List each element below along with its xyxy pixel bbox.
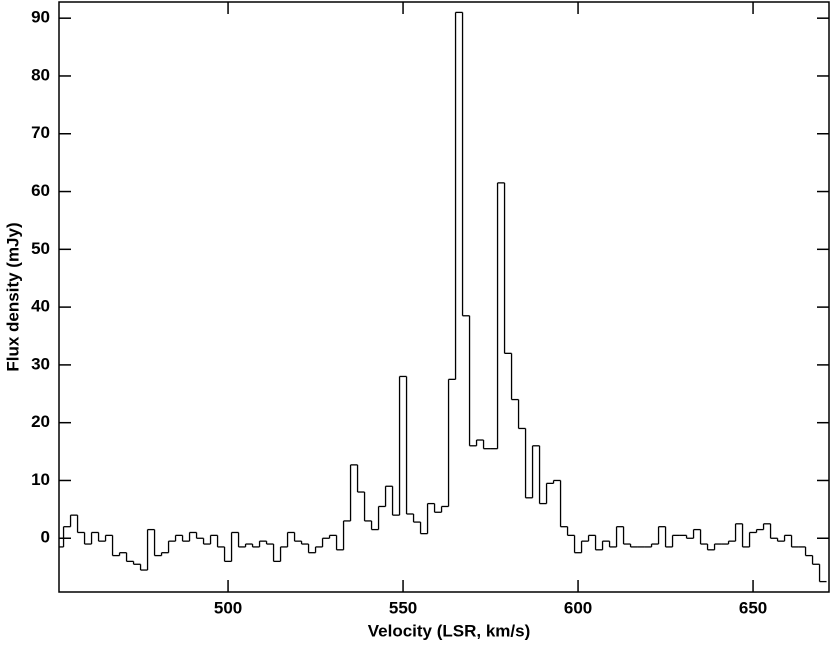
y-tick-label: 50 <box>31 239 50 258</box>
y-tick-label: 70 <box>31 123 50 142</box>
plot-frame <box>58 1 830 593</box>
x-axis-label: Velocity (LSR, km/s) <box>368 621 531 640</box>
y-tick-label: 0 <box>41 528 50 547</box>
x-tick-label: 550 <box>389 598 417 617</box>
y-axis-label: Flux density (mJy) <box>3 222 22 371</box>
y-tick-label: 80 <box>31 65 50 84</box>
y-tick-label: 90 <box>31 8 50 27</box>
y-tick-label: 10 <box>31 470 50 489</box>
x-tick-label: 500 <box>214 598 242 617</box>
y-tick-label: 40 <box>31 297 50 316</box>
y-tick-label: 20 <box>31 412 50 431</box>
y-tick-label: 60 <box>31 181 50 200</box>
y-tick-label: 30 <box>31 354 50 373</box>
x-tick-label: 650 <box>739 598 767 617</box>
x-tick-label: 600 <box>564 598 592 617</box>
